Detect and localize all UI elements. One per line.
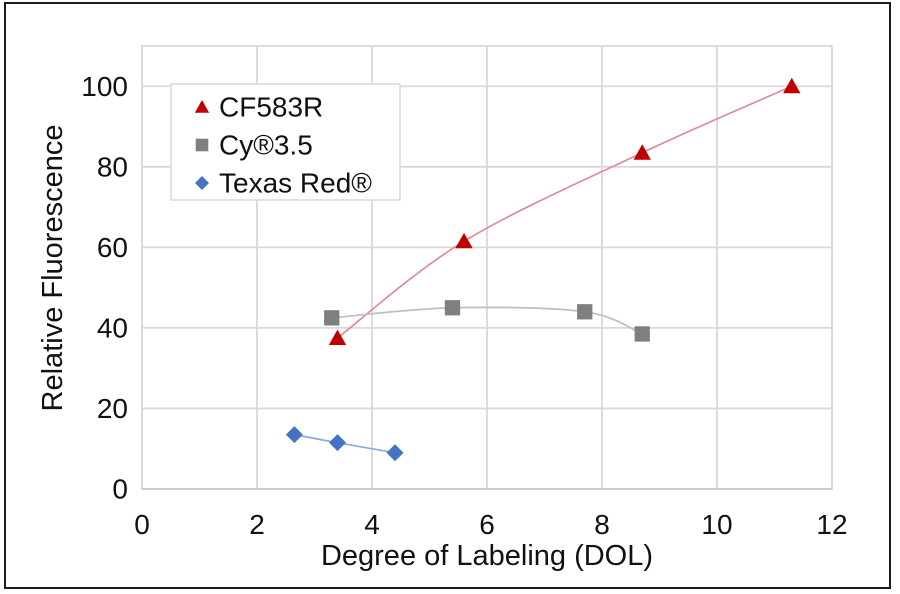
triangle-marker-icon [194, 100, 210, 113]
x-tick-label: 12 [816, 509, 847, 540]
square-marker-icon [444, 300, 461, 316]
x-tick-label: 6 [479, 509, 495, 540]
legend-item-texas-red-: Texas Red® [195, 168, 372, 199]
square-marker-icon [195, 138, 209, 152]
diamond-marker-icon [285, 426, 303, 444]
y-tick-label: 60 [97, 232, 128, 263]
triangle-marker-icon [783, 77, 801, 94]
legend-label: Texas Red® [219, 168, 372, 199]
legend-item-cy-3-5: Cy®3.5 [195, 130, 313, 161]
square-marker-icon [324, 310, 340, 326]
diamond-marker-icon [386, 444, 404, 462]
diamond-marker-icon [329, 434, 346, 452]
square-marker-icon [577, 304, 593, 320]
x-tick-label: 0 [134, 509, 150, 540]
x-tick-label: 4 [364, 509, 380, 540]
y-tick-label: 0 [112, 474, 128, 505]
triangle-marker-icon [455, 232, 473, 249]
axis-tick-labels: 0 20 40 60 80 100 0 2 4 6 8 10 12 [81, 71, 847, 540]
series-trendline-cy-3-5 [331, 306, 643, 335]
y-tick-label: 20 [97, 393, 128, 424]
legend: CF583R Cy®3.5 Texas Red® [170, 83, 401, 201]
y-tick-label: 40 [97, 312, 128, 343]
x-axis-title: Degree of Labeling (DOL) [321, 540, 653, 572]
x-tick-label: 8 [594, 509, 610, 540]
legend-label: Cy®3.5 [219, 130, 313, 161]
y-tick-label: 100 [81, 71, 128, 102]
square-marker-icon [634, 326, 650, 342]
x-tick-label: 10 [701, 509, 732, 540]
triangle-marker-icon [328, 329, 347, 345]
legend-box [170, 83, 401, 201]
data-series [285, 77, 801, 462]
triangle-marker-icon [633, 144, 651, 160]
y-axis-title: Relative Fluorescence [37, 125, 69, 412]
series-trendline-cf583r [336, 85, 793, 339]
x-tick-label: 2 [249, 509, 265, 540]
diamond-marker-icon [195, 176, 209, 190]
legend-label: CF583R [219, 92, 323, 123]
y-tick-label: 80 [97, 151, 128, 182]
legend-item-cf583r: CF583R [194, 92, 323, 123]
